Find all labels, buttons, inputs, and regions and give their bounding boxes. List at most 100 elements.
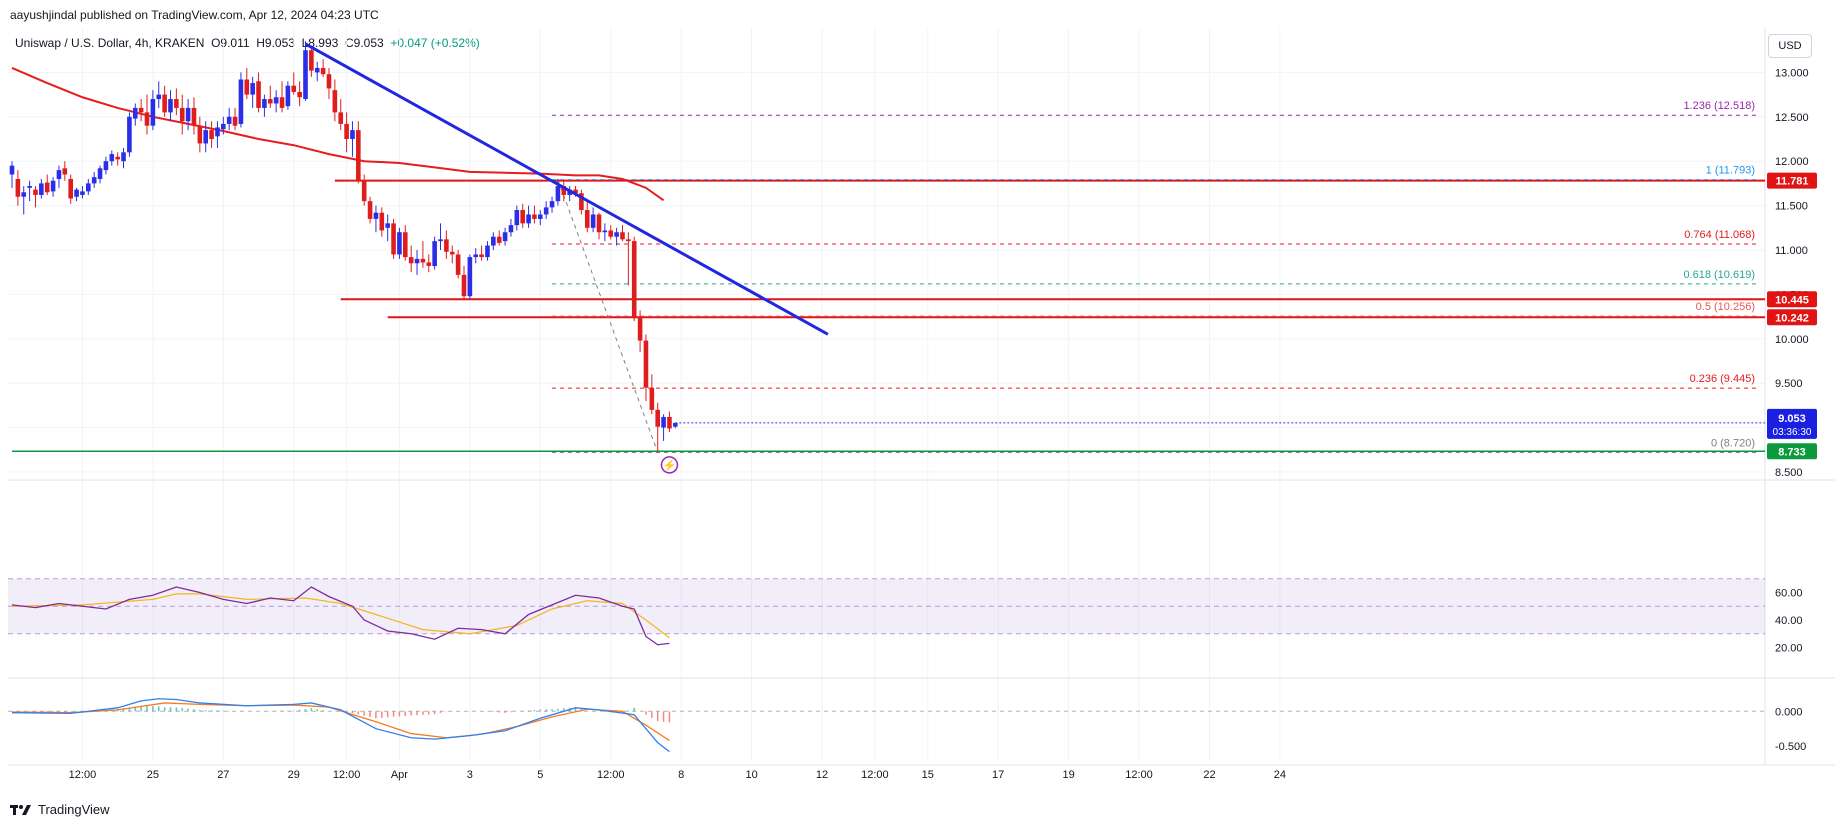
candle-body (303, 50, 308, 100)
candle-body (467, 257, 473, 297)
fib-level-label: 0 (8.720) (1711, 437, 1755, 449)
candle-body (449, 251, 455, 255)
candle-body (655, 409, 660, 427)
candle-body (543, 207, 549, 215)
time-tick-label: 29 (288, 769, 300, 781)
candle-body (291, 85, 297, 92)
time-tick-label: 12:00 (861, 769, 889, 781)
candle-body (620, 232, 625, 240)
change-value: +0.047 (+0.52%) (390, 36, 480, 50)
level-tag-label: 10.445 (1775, 294, 1809, 306)
rsi-band-fill (8, 578, 1765, 634)
candle-body (520, 210, 525, 224)
candle-body (297, 91, 302, 98)
fib-level-label: 0.236 (9.445) (1690, 373, 1755, 385)
candle-body (320, 67, 326, 75)
candle-body (91, 177, 97, 184)
low-value: 8.993 (308, 36, 339, 50)
rsi-tick-label: 40.00 (1775, 615, 1803, 627)
candle-body (80, 191, 85, 195)
candle-body (491, 236, 496, 246)
time-tick-label: 12:00 (69, 769, 97, 781)
candle-body (279, 97, 285, 108)
candle-body (608, 230, 614, 237)
fib-level-label: 1 (11.793) (1706, 165, 1755, 177)
macd-tick-label: 0.000 (1775, 706, 1803, 718)
candle-body (391, 223, 396, 255)
time-tick-label: Apr (391, 769, 408, 781)
candle-body (532, 214, 537, 219)
fib-level-label: 0.764 (11.068) (1684, 229, 1755, 241)
candle-body (590, 214, 596, 228)
candle-body (132, 107, 138, 119)
candle-body (309, 50, 314, 71)
candle-body (221, 123, 226, 130)
footer-brand: TradingView (38, 802, 110, 817)
candle-body (97, 168, 103, 179)
candle-body (538, 214, 543, 219)
open-value: 9.011 (220, 36, 250, 50)
candle-body (179, 107, 185, 122)
macd-signal-line (11, 702, 670, 742)
candle-body (127, 116, 132, 153)
time-tick-label: 17 (992, 769, 1004, 781)
price-tick-label: 11.000 (1775, 245, 1808, 257)
candle-body (479, 254, 484, 258)
candle-body (338, 112, 344, 124)
price-tick-label: 12.000 (1775, 156, 1809, 168)
symbol-name[interactable]: Uniswap / U.S. Dollar, 4h, KRAKEN (15, 36, 205, 50)
price-tick-label: 9.500 (1775, 378, 1803, 390)
candle-body (573, 189, 578, 194)
candle-body (39, 183, 44, 195)
candle-body (215, 127, 220, 137)
time-tick-label: 5 (537, 769, 543, 781)
rsi-ma-line (11, 593, 670, 639)
last-price-label: 9.053 (1778, 413, 1806, 425)
candle-body (508, 225, 514, 233)
fib-level-label: 0.5 (10.256) (1696, 301, 1755, 313)
candle-body (150, 99, 156, 126)
candle-body (326, 74, 332, 89)
candle-body (579, 193, 584, 211)
candle-body (344, 123, 349, 139)
level-tag (1767, 291, 1817, 308)
publish-info: aayushjindal published on TradingView.co… (10, 8, 379, 22)
fib-level-label: 0.618 (10.619) (1683, 269, 1755, 281)
candle-body (156, 94, 162, 100)
currency-button[interactable]: USD (1768, 34, 1812, 58)
candle-body (444, 239, 449, 252)
price-tick-label: 9.000 (1775, 423, 1803, 435)
candle-body (402, 232, 408, 258)
rsi-line (11, 586, 670, 646)
candle-body (162, 94, 167, 113)
candle-body (109, 154, 115, 162)
candle-body (549, 201, 555, 208)
candle-body (273, 97, 279, 104)
candle-body (637, 316, 643, 341)
time-tick-label: 8 (678, 769, 684, 781)
candle-body (502, 232, 508, 242)
candle-body (314, 67, 320, 73)
candle-body (643, 340, 649, 388)
level-tag-label: 8.733 (1778, 446, 1806, 458)
candle-body (209, 130, 214, 139)
candle-body (485, 245, 490, 258)
candle-body (631, 241, 637, 317)
level-tag (1767, 443, 1817, 460)
close-value: 9.053 (353, 36, 384, 50)
rsi-pane: 60.00 40.00 20.00 (8, 578, 1803, 655)
price-tick-label: 10.000 (1775, 334, 1809, 346)
symbol-legend: Uniswap / U.S. Dollar, 4h, KRAKEN O9.011… (15, 36, 480, 50)
macd-pane: 0.000 -0.500 (8, 698, 1806, 753)
time-tick-label: 25 (147, 769, 159, 781)
tradingview-logo-icon (10, 804, 31, 815)
price-tick-label: 13.000 (1775, 67, 1809, 79)
candle-body (15, 178, 21, 197)
candle-body (62, 168, 68, 175)
candle-body (367, 201, 373, 219)
level-tag (1767, 309, 1817, 326)
candle-body (561, 186, 567, 195)
candle-body (673, 422, 678, 427)
candle-body (174, 99, 179, 108)
